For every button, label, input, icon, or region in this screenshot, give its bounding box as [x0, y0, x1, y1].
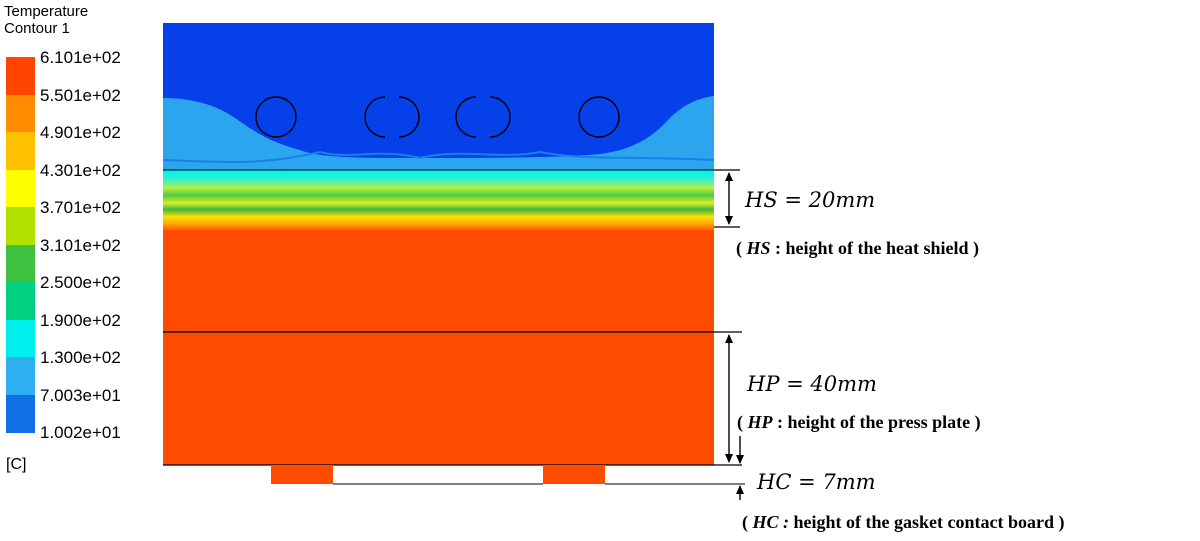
legend-color-band	[6, 94, 35, 133]
legend-tick-label: 4.901e+02	[40, 123, 121, 142]
legend-color-band	[6, 357, 35, 395]
wave-boundary	[162, 150, 715, 164]
heating-tube-3b	[489, 96, 511, 138]
hs-equation: HS = 20mm	[745, 188, 876, 212]
heating-tube-2	[364, 96, 386, 138]
legend-title-line1: Temperature	[4, 3, 89, 20]
legend-color-band	[6, 57, 35, 95]
heating-tube-2b	[398, 96, 420, 138]
legend-tick-label: 3.101e+02	[40, 235, 121, 255]
legend-tick-label: 4.301e+02	[40, 160, 121, 180]
legend-tick-label: 7.003e+01	[40, 385, 121, 405]
legend-tick-label: 1.900e+02	[40, 310, 121, 330]
heating-tube-3	[455, 96, 477, 138]
legend-color-band	[6, 207, 35, 245]
press-plate-region	[163, 230, 714, 465]
heating-tube-4	[578, 96, 620, 138]
heating-tube-1	[255, 96, 297, 138]
legend-title-line2: Contour 1	[4, 20, 70, 37]
heat-shield-region	[163, 170, 714, 230]
legend-tick-label: 2.500e+02	[40, 273, 121, 292]
legend-tick-label: 6.101e+02	[40, 48, 121, 67]
legend-color-band	[6, 169, 35, 208]
hs-note: ( HS : height of the heat shield )	[736, 238, 980, 258]
hc-equation: HC = 7mm	[757, 470, 876, 494]
legend-tick-label: 3.701e+02	[40, 198, 121, 217]
hp-equation: HP = 40mm	[747, 372, 877, 396]
gasket-contact-board-left	[271, 465, 333, 484]
legend-color-band	[6, 244, 35, 283]
legend-unit-label: [C]	[6, 456, 27, 473]
legend-tick-label: 1.002e+01	[40, 423, 121, 442]
legend-color-band	[6, 282, 35, 320]
legend-color-band	[6, 319, 35, 358]
gasket-contact-board-right	[543, 465, 605, 484]
cool-air-wave-region	[163, 96, 714, 170]
legend-color-bar	[6, 57, 35, 433]
legend-tick-label: 1.300e+02	[40, 348, 121, 367]
hc-note: ( HC : height of the gasket contact boar…	[742, 512, 1065, 532]
hp-note: ( HP : height of the press plate )	[737, 412, 981, 432]
legend-color-band	[6, 132, 35, 170]
legend-tick-label: 5.501e+02	[40, 85, 121, 105]
legend-color-band	[6, 394, 35, 433]
